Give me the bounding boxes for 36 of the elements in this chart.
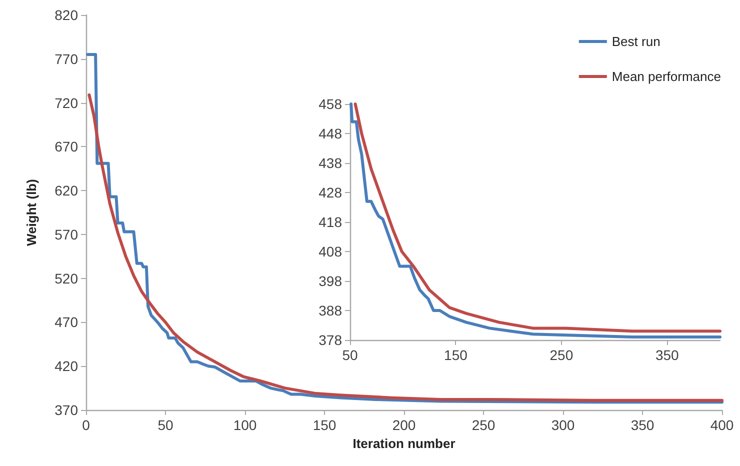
y-tick-label: 770 xyxy=(54,50,78,67)
y-tick-label: 398 xyxy=(318,273,342,289)
y-tick-label: 458 xyxy=(318,96,342,112)
legend-label: Best run xyxy=(612,34,660,49)
y-axis-title: Weight (lb) xyxy=(24,179,39,246)
y-tick-label: 670 xyxy=(54,138,78,155)
y-tick-label: 418 xyxy=(318,214,342,230)
y-tick-label: 408 xyxy=(318,244,342,260)
x-tick-label: 400 xyxy=(710,417,734,433)
y-tick-label: 388 xyxy=(318,302,342,318)
x-tick-label: 250 xyxy=(472,417,496,433)
x-tick-label: 150 xyxy=(444,347,468,363)
y-tick-label: 720 xyxy=(54,94,78,111)
y-tick-label: 448 xyxy=(318,126,342,142)
y-tick-label: 620 xyxy=(54,182,78,199)
y-tick-label: 428 xyxy=(318,184,342,200)
y-tick-label: 378 xyxy=(318,332,342,348)
x-tick-label: 300 xyxy=(551,417,575,433)
y-tick-label: 520 xyxy=(54,270,78,286)
x-tick-label: 50 xyxy=(342,347,358,363)
y-tick-label: 420 xyxy=(54,358,78,374)
x-tick-label: 100 xyxy=(233,417,257,433)
y-tick-label: 438 xyxy=(318,155,342,171)
x-tick-label: 0 xyxy=(82,417,90,433)
y-tick-label: 570 xyxy=(54,226,78,242)
x-tick-label: 50 xyxy=(158,417,174,433)
x-tick-label: 150 xyxy=(312,417,336,433)
x-tick-label: 250 xyxy=(550,347,574,363)
x-axis-title: Iteration number xyxy=(352,436,456,451)
x-tick-label: 350 xyxy=(655,347,680,363)
y-tick-label: 370 xyxy=(54,402,78,418)
y-tick-label: 470 xyxy=(54,314,78,330)
legend-label: Mean performance xyxy=(612,69,722,84)
x-tick-label: 200 xyxy=(392,417,416,433)
x-tick-label: 350 xyxy=(630,417,654,433)
y-tick-label: 820 xyxy=(54,7,78,23)
